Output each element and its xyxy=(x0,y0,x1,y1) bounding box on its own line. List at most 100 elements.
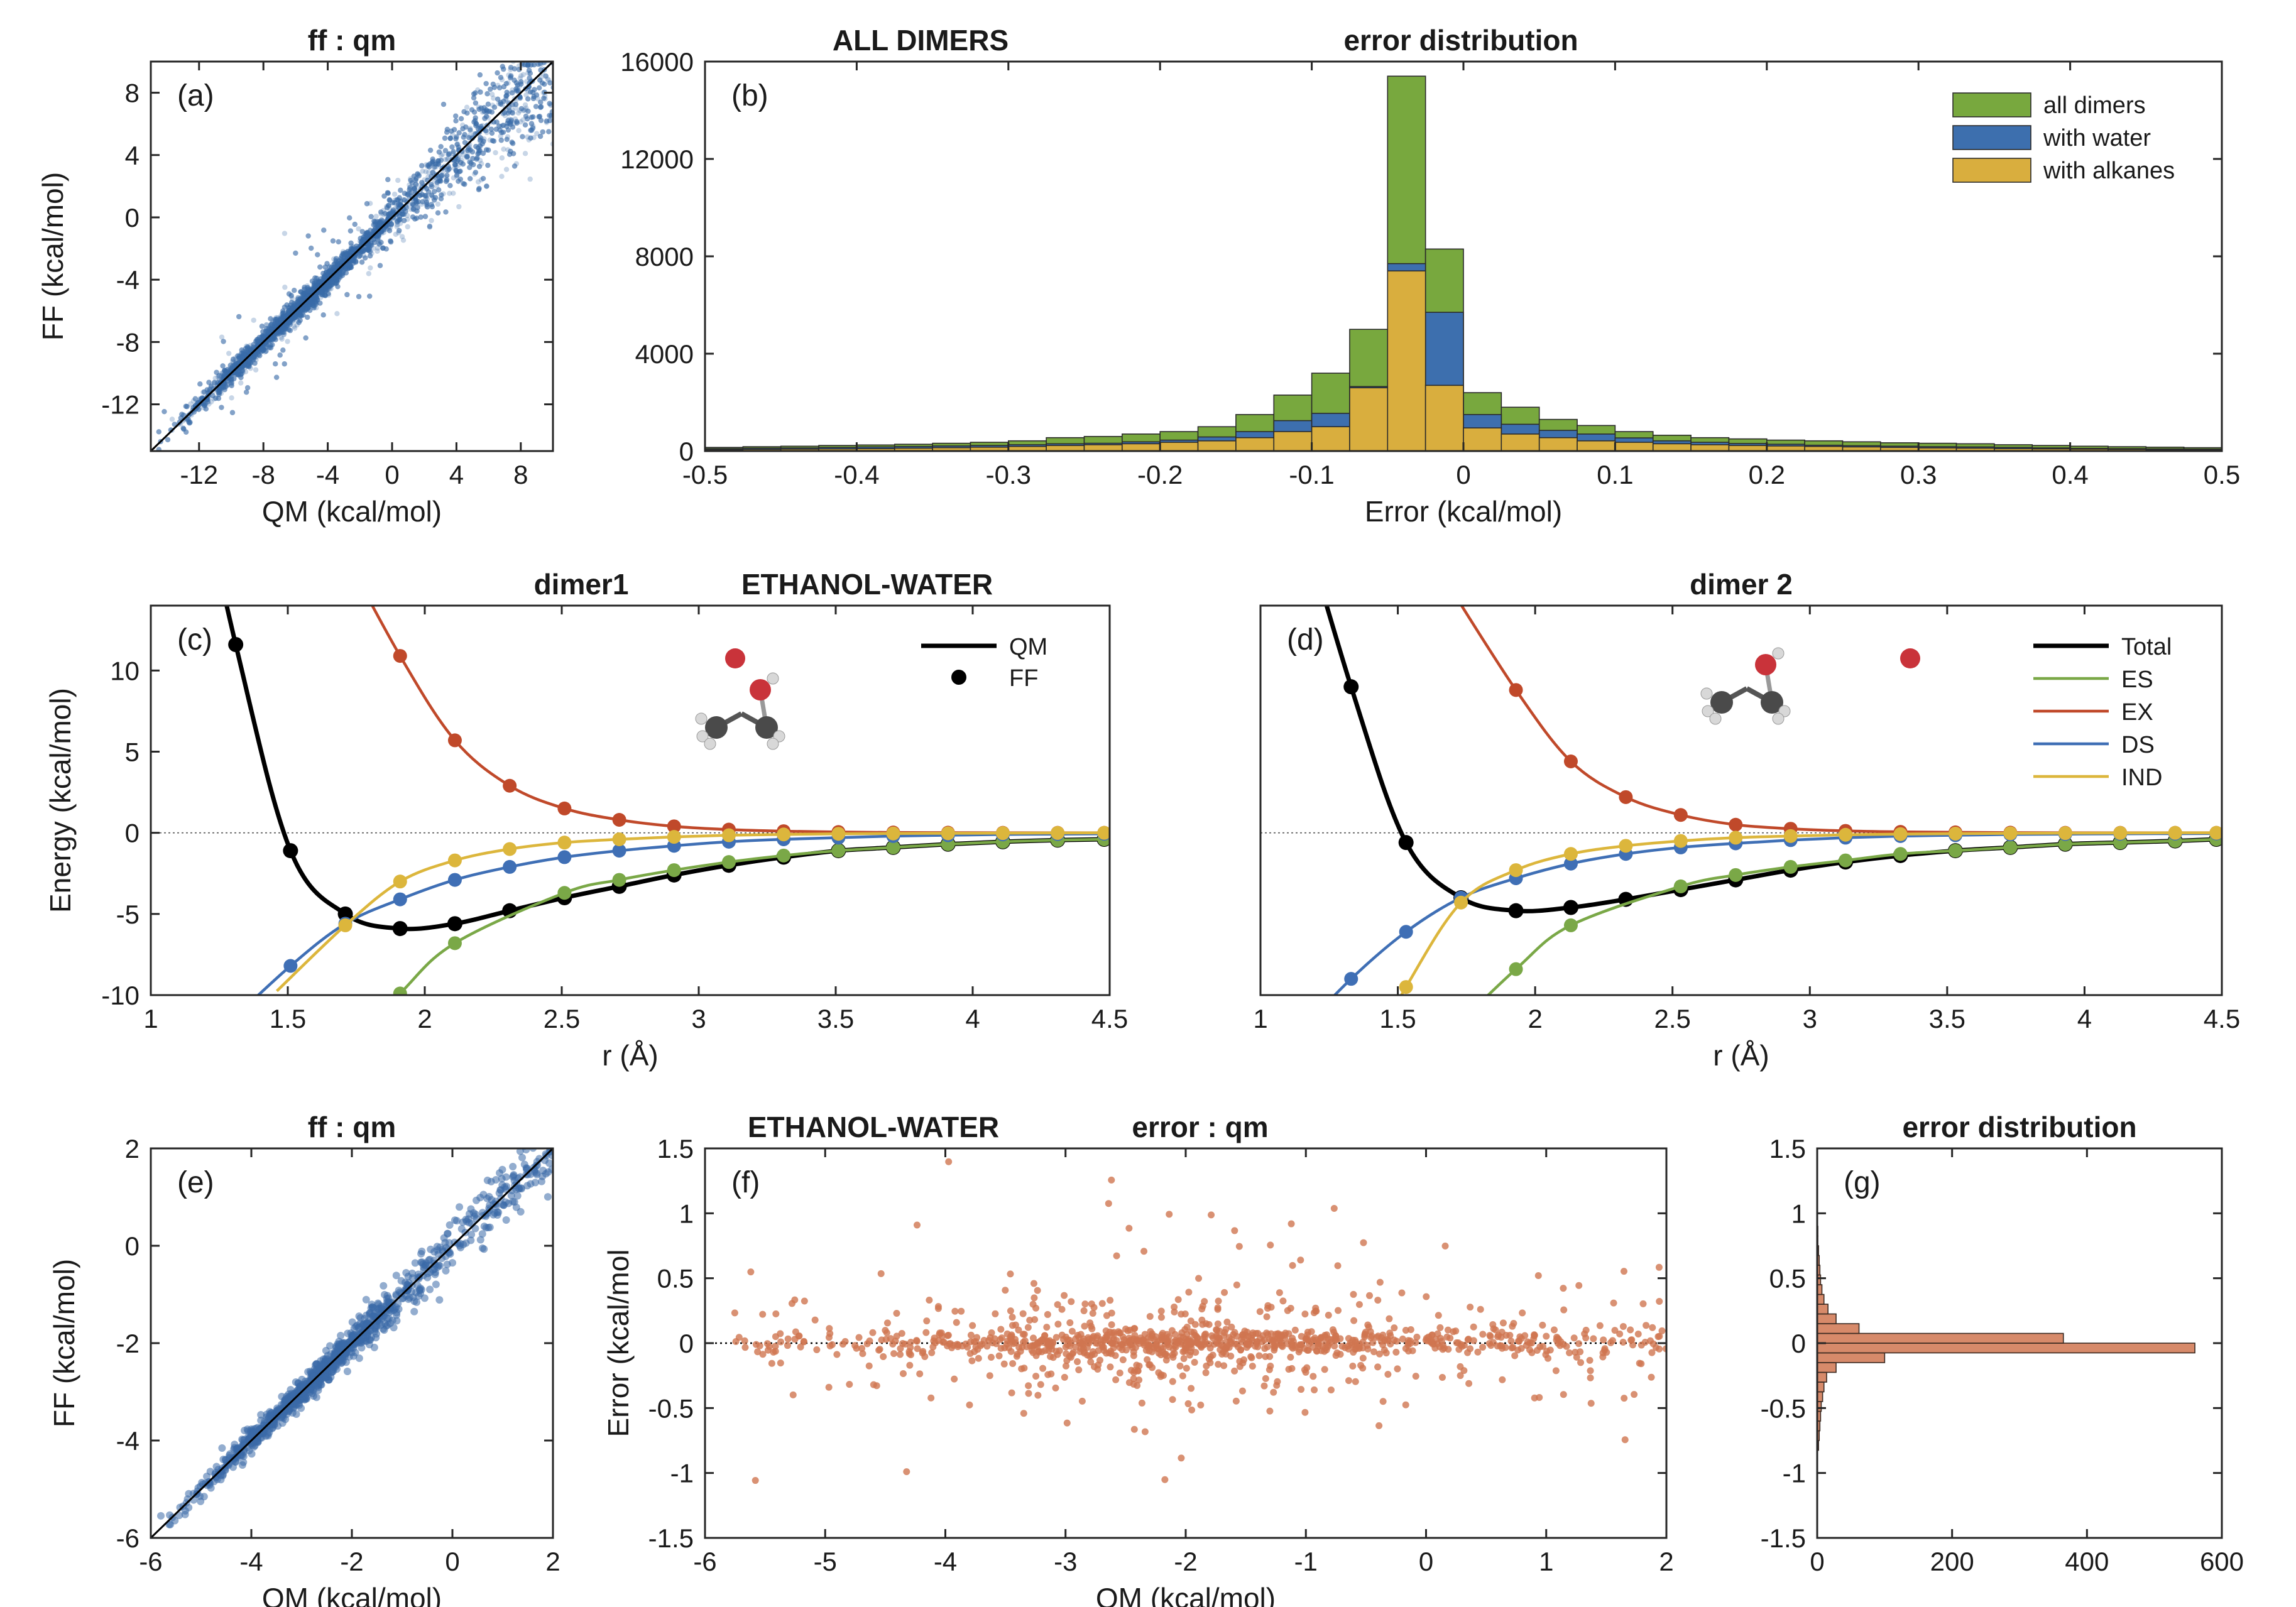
scatter-point xyxy=(338,272,344,278)
scatter-point xyxy=(549,46,554,52)
scatter-point xyxy=(529,53,534,58)
scatter-point xyxy=(538,38,544,43)
scatter-point xyxy=(489,40,495,45)
scatter-point xyxy=(334,263,341,270)
scatter-point xyxy=(419,192,425,197)
scatter-point xyxy=(547,29,552,34)
scatter-point xyxy=(555,73,560,78)
scatter-point xyxy=(334,262,340,268)
scatter-point xyxy=(546,39,551,44)
scatter-point xyxy=(529,36,534,41)
scatter-point xyxy=(407,182,412,188)
scatter-point xyxy=(530,49,535,54)
scatter-point xyxy=(433,164,439,170)
scatter-point xyxy=(320,286,326,293)
scatter-point xyxy=(247,359,253,364)
scatter-point xyxy=(547,36,552,41)
scatter-point xyxy=(541,55,546,60)
scatter-point xyxy=(288,307,294,312)
scatter-point xyxy=(321,227,327,233)
scatter-point xyxy=(517,55,522,60)
scatter-point xyxy=(555,66,560,71)
scatter-point xyxy=(438,144,444,150)
scatter-point xyxy=(288,307,293,313)
scatter-point xyxy=(248,347,253,353)
scatter-point xyxy=(253,367,259,373)
scatter-point xyxy=(547,36,552,41)
scatter-point xyxy=(532,26,537,31)
scatter-point xyxy=(557,95,562,101)
scatter-point xyxy=(559,78,564,83)
scatter-point xyxy=(359,259,365,265)
scatter-point xyxy=(253,357,259,363)
scatter-point xyxy=(499,173,505,179)
scatter-point xyxy=(395,204,401,210)
scatter-point xyxy=(520,72,527,78)
scatter-point xyxy=(302,303,308,309)
scatter-point xyxy=(281,331,287,337)
scatter-point xyxy=(327,286,333,291)
scatter-point xyxy=(559,48,564,53)
scatter-point xyxy=(311,284,317,290)
scatter-point xyxy=(555,82,560,87)
scatter-point xyxy=(538,49,543,54)
scatter-point xyxy=(215,374,221,380)
scatter-point xyxy=(556,40,561,45)
scatter-point xyxy=(216,373,222,379)
scatter-point xyxy=(423,169,429,175)
scatter-point xyxy=(282,285,288,290)
scatter-point xyxy=(482,116,488,121)
scatter-point xyxy=(557,0,562,1)
scatter-point xyxy=(559,118,564,123)
scatter-point xyxy=(322,285,328,290)
scatter-point xyxy=(554,113,559,118)
scatter-point xyxy=(386,228,393,234)
scatter-point xyxy=(232,359,239,366)
scatter-point xyxy=(405,192,411,198)
scatter-point xyxy=(553,113,558,118)
scatter-point xyxy=(555,25,560,30)
scatter-point xyxy=(398,221,403,226)
scatter-point xyxy=(542,53,547,58)
scatter-point xyxy=(554,41,559,46)
scatter-point xyxy=(279,336,285,342)
scatter-point xyxy=(559,95,564,100)
scatter-point xyxy=(516,128,522,134)
scatter-point xyxy=(288,293,294,300)
scatter-point xyxy=(216,376,222,382)
scatter-point xyxy=(530,49,535,54)
scatter-point xyxy=(544,25,549,30)
scatter-point xyxy=(526,137,532,143)
scatter-point xyxy=(294,315,300,320)
scatter-point xyxy=(554,21,559,26)
scatter-point xyxy=(478,143,483,149)
scatter-point xyxy=(541,55,546,60)
scatter-point xyxy=(273,322,279,328)
scatter-point xyxy=(559,47,564,52)
scatter-point xyxy=(451,165,457,171)
scatter-point xyxy=(464,104,470,110)
scatter-point xyxy=(283,324,290,330)
scatter-point xyxy=(308,245,314,251)
scatter-point xyxy=(381,212,387,217)
scatter-point xyxy=(461,152,466,158)
scatter-point xyxy=(351,244,357,251)
scatter-point xyxy=(446,167,452,173)
scatter-point xyxy=(365,232,371,238)
scatter-point xyxy=(385,190,391,196)
scatter-point xyxy=(532,45,537,50)
scatter-point xyxy=(538,28,543,33)
scatter-point xyxy=(272,335,278,340)
scatter-point xyxy=(431,178,437,184)
scatter-point xyxy=(250,357,256,363)
scatter-point xyxy=(559,62,564,67)
scatter-point xyxy=(554,62,559,67)
scatter-point xyxy=(526,46,531,51)
scatter-point xyxy=(211,381,217,386)
scatter-point xyxy=(545,45,550,50)
scatter-point xyxy=(555,25,560,30)
scatter-point xyxy=(224,379,231,384)
scatter-point xyxy=(275,332,281,337)
scatter-point xyxy=(477,158,483,163)
